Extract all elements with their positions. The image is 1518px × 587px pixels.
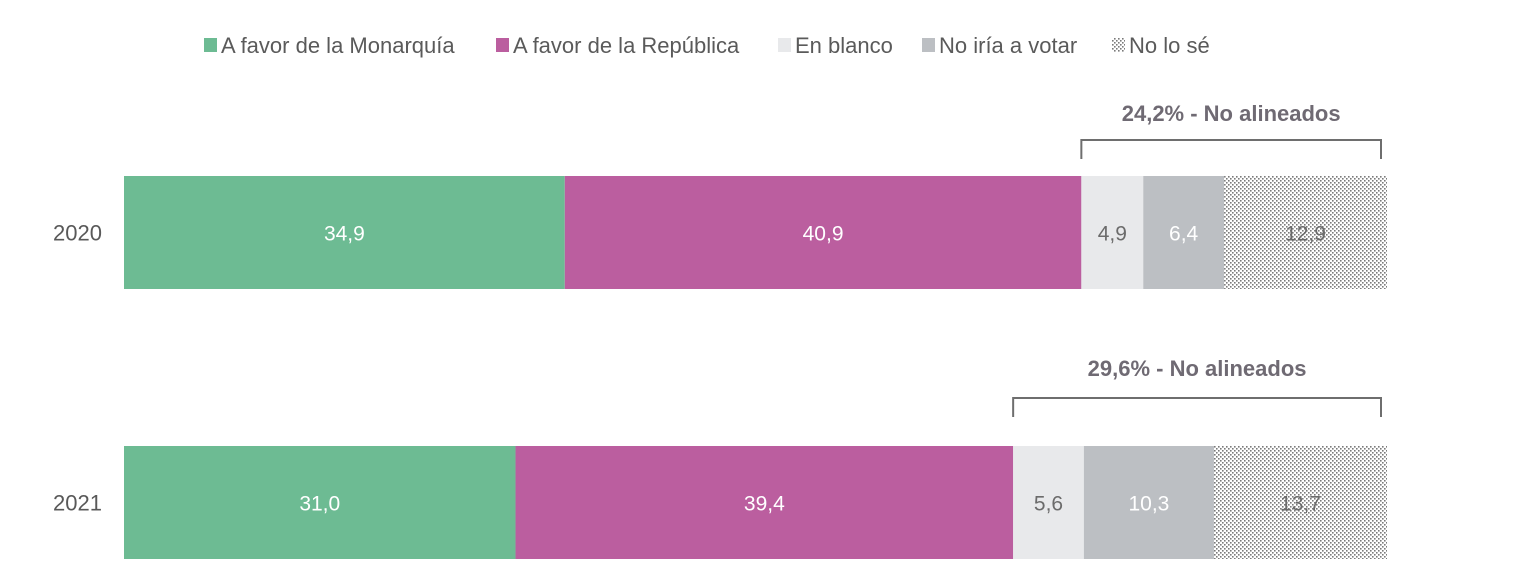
value-label: 13,7: [1280, 493, 1321, 516]
bar-segment: [1143, 176, 1225, 289]
value-label: 31,0: [299, 493, 340, 516]
category-label: 2021: [53, 491, 102, 516]
legend-label: A favor de la Monarquía: [221, 33, 455, 58]
legend-label: No iría a votar: [939, 33, 1077, 58]
bar-segment: [124, 446, 516, 559]
bar-segment: [124, 176, 565, 289]
bar-segment: [1224, 176, 1387, 289]
value-label: 6,4: [1169, 223, 1199, 246]
bracket-label: 29,6% - No alineados: [1088, 356, 1307, 381]
bar-segment: [1013, 446, 1084, 559]
bar-segment: [1083, 446, 1214, 559]
bracket-line: [1012, 397, 1382, 417]
legend-swatch: [922, 38, 935, 52]
bar-segment: [1213, 446, 1387, 559]
bracket-label: 24,2% - No alineados: [1122, 101, 1341, 126]
legend-label: A favor de la República: [513, 33, 740, 58]
value-label: 10,3: [1128, 493, 1169, 516]
legend: A favor de la Monarquía A favor de la Rep…: [204, 33, 1210, 58]
bracket-line: [1080, 139, 1382, 159]
bar-segment: [564, 176, 1082, 289]
value-label: 12,9: [1285, 223, 1326, 246]
legend-swatch: [1112, 38, 1125, 52]
value-label: 5,6: [1034, 493, 1063, 516]
legend-label: No lo sé: [1129, 33, 1210, 58]
category-label: 2020: [53, 221, 102, 246]
legend-label: En blanco: [795, 33, 893, 58]
value-label: 39,4: [744, 493, 785, 516]
value-label: 4,9: [1098, 223, 1127, 246]
bar-segment: [515, 446, 1014, 559]
value-label: 34,9: [324, 223, 365, 246]
legend-swatch: [204, 38, 217, 52]
legend-swatch: [778, 38, 791, 52]
bars: 2020 34,9 40,9 4,9 6,4 12,9 2021 31,0 39,4 5,6 10,…: [53, 176, 1387, 559]
bar-segment: [1081, 176, 1144, 289]
value-label: 40,9: [803, 223, 844, 246]
annotations: 24,2% - No alineados 29,6% - No alineados: [1012, 101, 1382, 417]
legend-swatch: [496, 38, 509, 52]
